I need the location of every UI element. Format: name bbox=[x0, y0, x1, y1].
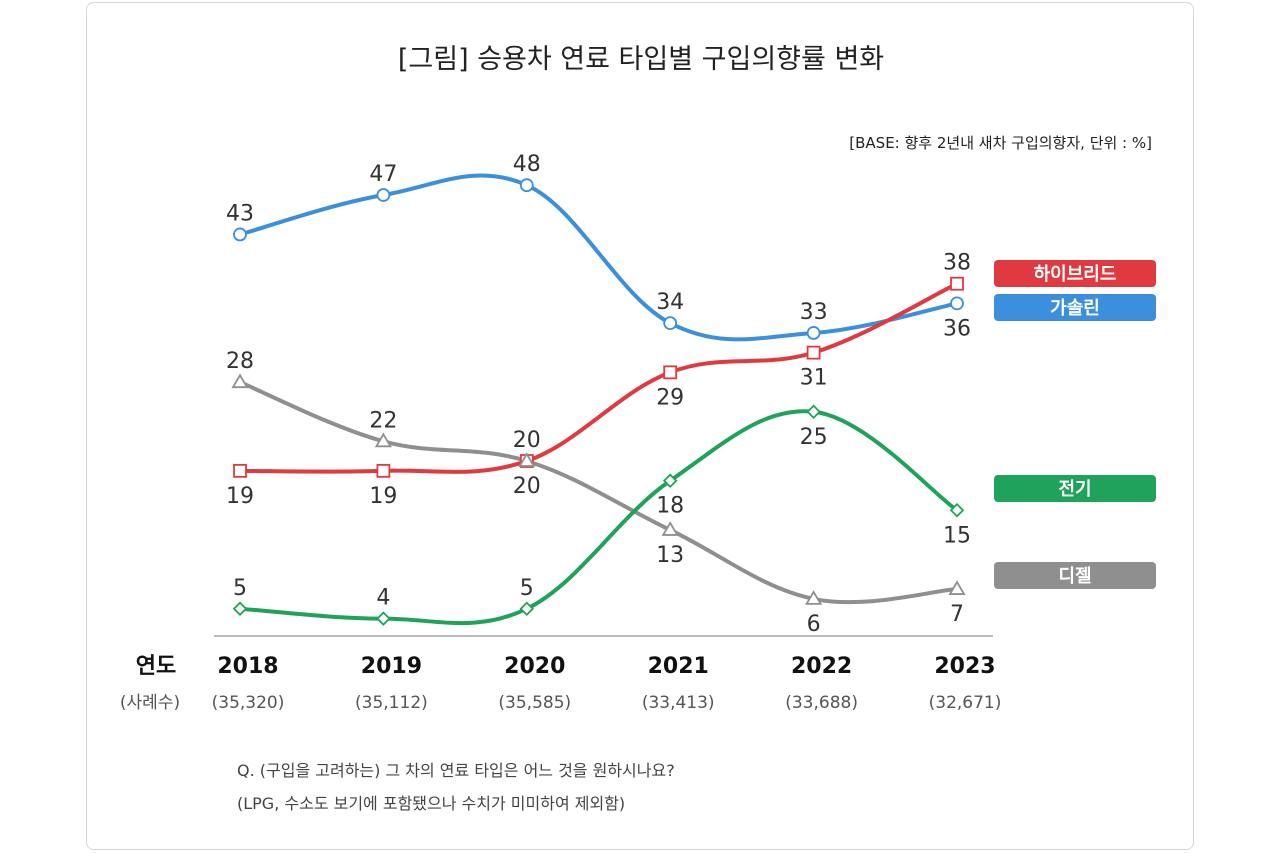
data-value-label: 25 bbox=[800, 425, 828, 450]
data-point-marker bbox=[662, 473, 678, 488]
data-value-label: 36 bbox=[943, 316, 971, 341]
x-tick-label: 2023 bbox=[934, 654, 995, 679]
footnote-note: (LPG, 수소도 보기에 포함됐으나 수치가 미미하여 제외함) bbox=[237, 794, 625, 813]
data-point-marker bbox=[806, 326, 821, 340]
data-value-label: 19 bbox=[369, 484, 397, 509]
sample-header: (사례수) bbox=[120, 693, 180, 713]
sample-size-label: (33,688) bbox=[785, 693, 858, 713]
data-point-marker bbox=[950, 296, 964, 311]
sample-size-label: (35,112) bbox=[355, 693, 428, 713]
data-point-marker bbox=[376, 463, 391, 478]
data-point-marker bbox=[519, 601, 535, 617]
x-tick-label: 2021 bbox=[648, 654, 709, 679]
legend-label: 디젤 bbox=[1058, 566, 1091, 587]
sample-size-label: (35,585) bbox=[498, 693, 571, 713]
data-value-label: 6 bbox=[807, 612, 821, 637]
data-point-marker bbox=[948, 580, 966, 595]
data-value-label: 33 bbox=[800, 300, 828, 325]
series-line-2 bbox=[238, 380, 959, 605]
data-point-marker bbox=[661, 521, 679, 536]
data-value-label: 48 bbox=[513, 152, 541, 177]
data-value-label: 19 bbox=[226, 484, 254, 509]
data-value-label: 13 bbox=[656, 543, 684, 568]
data-point-marker bbox=[805, 590, 823, 605]
data-value-label: 31 bbox=[800, 366, 828, 391]
data-point-marker bbox=[663, 365, 678, 380]
data-value-label: 4 bbox=[376, 586, 390, 611]
data-point-marker bbox=[233, 227, 247, 242]
data-value-label: 47 bbox=[369, 162, 397, 187]
sample-size-label: (32,671) bbox=[929, 693, 1002, 713]
chart-subtitle: [BASE: 향후 2년내 새차 구입의향자, 단위 : %] bbox=[849, 134, 1152, 152]
data-value-label: 34 bbox=[656, 290, 684, 315]
legend-badge bbox=[994, 294, 1156, 321]
series-line-1 bbox=[238, 281, 959, 474]
data-value-label: 28 bbox=[226, 349, 254, 374]
legend-label: 가솔린 bbox=[1050, 298, 1100, 319]
sample-size-label: (35,320) bbox=[212, 693, 285, 713]
data-point-marker bbox=[232, 601, 248, 617]
data-value-label: 20 bbox=[513, 474, 541, 499]
data-value-label: 29 bbox=[656, 385, 684, 410]
data-value-label: 15 bbox=[943, 523, 971, 548]
data-value-label: 43 bbox=[226, 201, 254, 226]
x-tick-label: 2020 bbox=[504, 654, 565, 679]
data-point-marker bbox=[806, 345, 821, 360]
x-axis-header: 연도 bbox=[136, 654, 176, 679]
x-tick-label: 2019 bbox=[361, 654, 422, 679]
data-point-marker bbox=[950, 276, 964, 291]
data-point-marker bbox=[374, 432, 392, 448]
data-value-label: 5 bbox=[520, 576, 534, 601]
series-line-0 bbox=[238, 173, 959, 342]
legend-badge bbox=[994, 260, 1156, 287]
series-line-3 bbox=[238, 409, 959, 626]
sample-size-label: (33,413) bbox=[642, 693, 715, 713]
x-tick-label: 2018 bbox=[217, 654, 278, 679]
x-tick-label: 2022 bbox=[791, 654, 852, 679]
legend-badge bbox=[994, 475, 1156, 502]
data-point-marker bbox=[949, 502, 965, 518]
legend-label: 하이브리드 bbox=[1034, 264, 1117, 285]
chart-title: [그림] 승용차 연료 타입별 구입의향률 변화 bbox=[398, 44, 884, 75]
data-value-label: 38 bbox=[943, 251, 971, 276]
footnote-question: Q. (구입을 고려하는) 그 차의 연료 타입은 어느 것을 원하시나요? bbox=[237, 761, 675, 780]
data-point-marker bbox=[376, 188, 391, 202]
data-point-marker bbox=[233, 463, 247, 478]
data-point-marker bbox=[518, 452, 536, 467]
data-value-label: 7 bbox=[950, 602, 964, 627]
data-value-label: 5 bbox=[233, 576, 247, 601]
data-point-marker bbox=[231, 373, 249, 389]
data-point-marker bbox=[663, 316, 678, 331]
legend-label: 전기 bbox=[1058, 479, 1091, 500]
data-value-label: 18 bbox=[656, 494, 684, 519]
data-value-label: 20 bbox=[513, 428, 541, 453]
data-point-marker bbox=[806, 404, 821, 420]
chart-card bbox=[86, 2, 1194, 850]
data-point-marker bbox=[376, 611, 391, 626]
legend-badge bbox=[994, 562, 1156, 589]
data-point-marker bbox=[519, 178, 534, 193]
data-value-label: 22 bbox=[369, 408, 397, 433]
